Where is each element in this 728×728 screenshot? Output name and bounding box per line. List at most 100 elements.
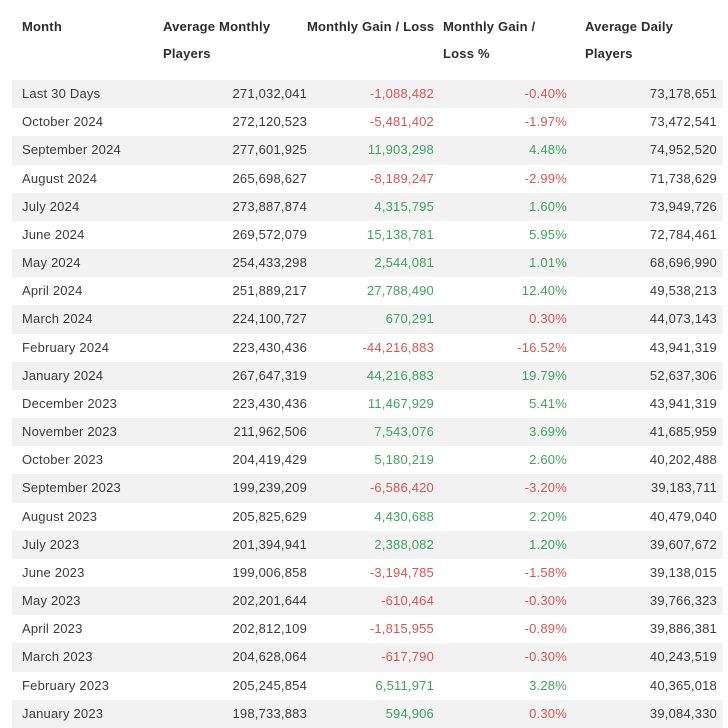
monthly-gain-loss-cell: 11,467,929	[367, 395, 434, 411]
avg-daily-players-cell: 73,949,726	[567, 192, 723, 221]
avg-daily-players-cell: 41,685,959	[567, 418, 723, 447]
month-cell: Last 30 Days	[12, 80, 155, 109]
monthly-gain-loss-cell: 5,180,219	[374, 452, 434, 468]
avg-monthly-players-cell: 204,419,429	[232, 452, 307, 468]
monthly-gain-loss-pct-cell: 2.20%	[529, 508, 567, 524]
avg-daily-players-cell: 68,696,990	[567, 249, 723, 278]
avg-daily-players-cell: 40,202,488	[649, 452, 717, 468]
table-row: January 2024 267,647,319 44,216,883 19.79% 5…	[12, 361, 723, 390]
monthly-gain-loss-cell: 15,138,781	[366, 226, 434, 242]
avg-daily-players-cell: 39,886,381	[649, 621, 717, 637]
monthly-gain-loss-cell: 4,430,688	[374, 508, 434, 524]
monthly-gain-loss-cell: -1,088,482	[307, 80, 437, 109]
monthly-gain-loss-cell: -5,481,402	[369, 114, 434, 130]
avg-monthly-players-cell: 265,698,627	[232, 170, 307, 186]
avg-daily-players-cell: 73,472,541	[649, 114, 717, 130]
table-row: May 2023 202,201,644 -610,464 -0.30% 39,766,…	[12, 587, 723, 616]
avg-daily-players-cell: 52,637,306	[567, 361, 723, 390]
monthly-gain-loss-pct-cell: 1.60%	[437, 192, 567, 221]
month-cell: May 2023	[12, 587, 155, 616]
monthly-gain-loss-pct-cell: -0.89%	[524, 621, 567, 637]
table-row: May 2024 254,433,298 2,544,081 1.01% 68,696,…	[12, 249, 723, 278]
monthly-gain-loss-cell: 11,903,298	[307, 136, 437, 165]
monthly-gain-loss-pct-cell: -16.52%	[517, 339, 567, 355]
table-row: August 2023 205,825,629 4,430,688 2.20% 40,4…	[12, 503, 723, 531]
month-cell: April 2023	[22, 621, 83, 637]
table-header-row: Month Average Monthly Players Monthly Ga…	[12, 0, 723, 80]
avg-monthly-players-cell: 254,433,298	[155, 249, 307, 278]
table-row: August 2024 265,698,627 -8,189,247 -2.99% 71…	[12, 165, 723, 193]
table-row: December 2023 223,430,436 11,467,929 5.41% 4…	[12, 390, 723, 418]
month-cell: September 2024	[12, 136, 155, 165]
monthly-gain-loss-cell: -1,815,955	[369, 621, 434, 637]
avg-monthly-players-cell: 271,032,041	[155, 80, 307, 109]
avg-monthly-players-cell: 199,006,858	[232, 564, 307, 580]
table-row: November 2023 211,962,506 7,543,076 3.69% 41…	[12, 418, 723, 447]
month-cell: April 2024	[22, 283, 83, 299]
month-cell: February 2023	[22, 677, 110, 693]
avg-monthly-players-cell: 201,394,941	[155, 530, 307, 559]
month-cell: August 2023	[22, 508, 98, 524]
monthly-gain-loss-pct-cell: 3.69%	[437, 418, 567, 447]
avg-monthly-players-cell: 211,962,506	[155, 418, 307, 447]
avg-daily-players-cell: 40,243,519	[567, 643, 723, 672]
table-row: Last 30 Days 271,032,041 -1,088,482 -0.40% 7…	[12, 80, 723, 109]
month-cell: September 2023	[12, 474, 155, 503]
table-row: February 2024 223,430,436 -44,216,883 -16.5…	[12, 334, 723, 362]
avg-monthly-players-cell: 224,100,727	[155, 305, 307, 334]
avg-daily-players-cell: 71,738,629	[649, 170, 717, 186]
col-header-monthly-gain-loss-pct: Monthly Gain / Loss %	[437, 0, 567, 80]
monthly-gain-loss-pct-cell: -0.30%	[437, 643, 567, 672]
month-cell: July 2023	[12, 530, 155, 559]
col-header-month: Month	[12, 0, 155, 80]
table-header: Month Average Monthly Players Monthly Ga…	[12, 0, 723, 80]
avg-monthly-players-cell: 267,647,319	[155, 361, 307, 390]
monthly-gain-loss-cell: 2,544,081	[307, 249, 437, 278]
table-row: July 2023 201,394,941 2,388,082 1.20% 39,607…	[12, 530, 723, 559]
monthly-gain-loss-pct-cell: 1.20%	[437, 530, 567, 559]
month-cell: December 2023	[22, 395, 118, 411]
table-row: June 2024 269,572,079 15,138,781 5.95% 72,78…	[12, 221, 723, 249]
monthly-gain-loss-cell: -3,194,785	[369, 564, 434, 580]
avg-daily-players-cell: 40,479,040	[649, 508, 717, 524]
avg-monthly-players-cell: 223,430,436	[232, 339, 307, 355]
monthly-gain-loss-pct-cell: 2.60%	[529, 452, 567, 468]
month-cell: June 2023	[22, 564, 85, 580]
month-cell: July 2024	[12, 192, 155, 221]
monthly-gain-loss-pct-cell: 5.95%	[529, 226, 567, 242]
monthly-gain-loss-cell: 4,315,795	[307, 192, 437, 221]
monthly-gain-loss-cell: 7,543,076	[307, 418, 437, 447]
monthly-gain-loss-cell: 2,388,082	[307, 530, 437, 559]
table-body: Last 30 Days 271,032,041 -1,088,482 -0.40% 7…	[12, 80, 723, 728]
monthly-gain-loss-pct-cell: -0.30%	[437, 587, 567, 616]
monthly-gain-loss-cell: 27,788,490	[366, 283, 434, 299]
monthly-gain-loss-cell: -617,790	[307, 643, 437, 672]
monthly-gain-loss-pct-cell: -2.99%	[524, 170, 567, 186]
month-cell: August 2024	[22, 170, 98, 186]
avg-monthly-players-cell: 277,601,925	[155, 136, 307, 165]
avg-monthly-players-cell: 199,239,209	[155, 474, 307, 503]
month-cell: January 2024	[12, 361, 155, 390]
month-cell: October 2024	[22, 114, 104, 130]
avg-daily-players-cell: 72,784,461	[649, 226, 717, 242]
monthly-gain-loss-pct-cell: 4.48%	[437, 136, 567, 165]
avg-daily-players-cell: 40,365,018	[649, 677, 717, 693]
monthly-gain-loss-pct-cell: -1.58%	[524, 564, 567, 580]
month-cell: November 2023	[12, 418, 155, 447]
monthly-gain-loss-cell: 6,511,971	[375, 677, 434, 693]
col-header-avg-monthly-players: Average Monthly Players	[155, 0, 307, 80]
monthly-gain-loss-cell: 44,216,883	[307, 361, 437, 390]
table-row: February 2023 205,245,854 6,511,971 3.28% 40…	[12, 672, 723, 700]
table-row: June 2023 199,006,858 -3,194,785 -1.58% 39,1…	[12, 559, 723, 587]
avg-daily-players-cell: 74,952,520	[567, 136, 723, 165]
month-cell: March 2024	[12, 305, 155, 334]
avg-monthly-players-cell: 202,201,644	[155, 587, 307, 616]
monthly-gain-loss-pct-cell: 5.41%	[529, 395, 567, 411]
month-cell: June 2024	[22, 226, 85, 242]
avg-monthly-players-cell: 205,825,629	[232, 508, 307, 524]
table-row: September 2024 277,601,925 11,903,298 4.48%…	[12, 136, 723, 165]
monthly-gain-loss-pct-cell: 19.79%	[437, 361, 567, 390]
table-row: March 2023 204,628,064 -617,790 -0.30% 40,24…	[12, 643, 723, 672]
month-cell: February 2024	[22, 339, 110, 355]
avg-monthly-players-cell: 205,245,854	[232, 677, 307, 693]
